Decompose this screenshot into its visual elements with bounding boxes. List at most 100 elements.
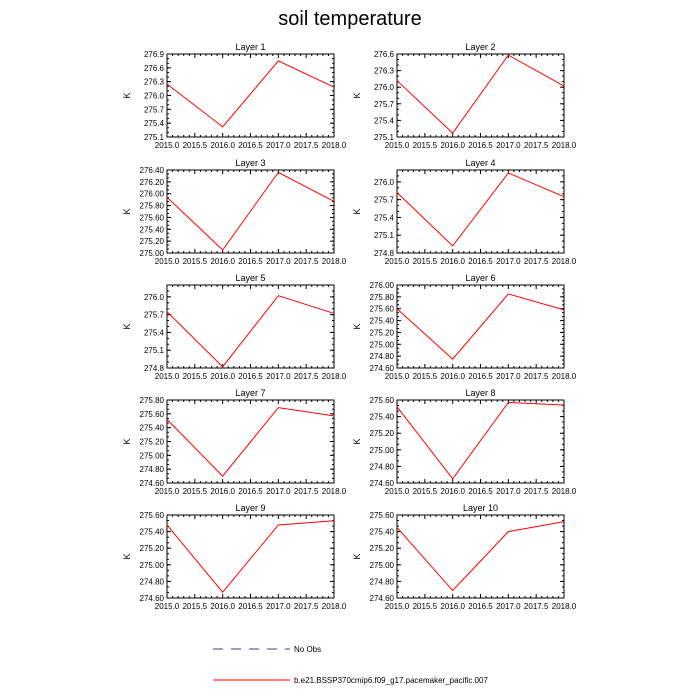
series-line	[166, 295, 335, 368]
y-axis-label: K	[122, 92, 132, 98]
x-tick-label: 2018.0	[552, 602, 577, 611]
y-tick-label: 274.60	[370, 364, 395, 373]
y-tick-label: 275.4	[144, 119, 165, 128]
y-tick-label: 275.60	[140, 410, 165, 419]
plot-frame	[166, 514, 335, 599]
y-tick-label: 275.40	[140, 225, 165, 234]
y-tick-label: 274.60	[370, 479, 395, 488]
x-tick-label: 2015.5	[413, 602, 438, 611]
x-tick-label: 2016.5	[468, 257, 493, 266]
x-tick-label: 2016.5	[238, 487, 263, 496]
x-tick-label: 2017.5	[524, 141, 549, 150]
x-tick-label: 2017.5	[524, 257, 549, 266]
x-tick-label: 2017.0	[266, 372, 291, 381]
panel-title: Layer 4	[465, 158, 495, 168]
y-tick-label: 275.80	[370, 293, 395, 302]
y-tick-label: 276.00	[140, 190, 165, 199]
y-tick-label: 275.20	[370, 429, 395, 438]
y-tick-label: 275.00	[140, 451, 165, 460]
x-tick-label: 2017.0	[266, 257, 291, 266]
y-tick-label: 275.20	[370, 544, 395, 553]
x-tick-label: 2017.5	[294, 487, 319, 496]
x-tick-label: 2017.5	[524, 372, 549, 381]
y-tick-label: 276.6	[374, 50, 395, 59]
panel-title: Layer 3	[235, 158, 265, 168]
series-line	[396, 401, 565, 480]
series-line	[166, 520, 335, 593]
x-tick-label: 2015.0	[155, 602, 180, 611]
y-tick-label: 276.00	[370, 281, 395, 290]
plot-frame	[396, 53, 565, 138]
y-tick-label: 275.1	[144, 346, 165, 355]
y-tick-label: 275.1	[374, 133, 395, 142]
x-tick-label: 2016.5	[238, 372, 263, 381]
x-tick-label: 2015.5	[413, 372, 438, 381]
legend-label-model: b.e21.BSSP370cmip6.f09_g17.pacemaker_pac…	[294, 676, 488, 685]
x-tick-label: 2017.0	[266, 141, 291, 150]
x-tick-label: 2015.5	[413, 487, 438, 496]
x-tick-label: 2016.0	[210, 602, 235, 611]
y-tick-label: 274.80	[140, 577, 165, 586]
x-tick-label: 2016.5	[238, 602, 263, 611]
panel-title: Layer 7	[235, 388, 265, 398]
y-axis-label: K	[352, 323, 362, 329]
series-line	[166, 171, 335, 251]
x-tick-label: 2016.5	[468, 487, 493, 496]
x-tick-label: 2016.0	[440, 372, 465, 381]
series-line	[396, 54, 565, 134]
x-tick-label: 2015.5	[183, 487, 208, 496]
x-tick-label: 2016.0	[210, 257, 235, 266]
y-tick-label: 275.00	[370, 561, 395, 570]
x-tick-label: 2016.0	[210, 141, 235, 150]
y-tick-label: 275.7	[374, 100, 395, 109]
x-tick-label: 2018.0	[552, 141, 577, 150]
legend-label-no-obs: No Obs	[294, 645, 321, 654]
y-tick-label: 274.60	[370, 594, 395, 603]
y-tick-label: 274.60	[140, 594, 165, 603]
x-tick-label: 2018.0	[552, 487, 577, 496]
y-axis-label: K	[352, 208, 362, 214]
y-tick-label: 275.1	[144, 133, 165, 142]
y-tick-label: 276.0	[144, 92, 165, 101]
y-axis-label: K	[122, 438, 132, 444]
x-tick-label: 2015.5	[183, 257, 208, 266]
y-tick-label: 274.80	[370, 577, 395, 586]
y-tick-label: 275.1	[374, 231, 395, 240]
x-tick-label: 2018.0	[552, 257, 577, 266]
x-tick-label: 2016.5	[238, 141, 263, 150]
x-tick-label: 2018.0	[552, 372, 577, 381]
y-tick-label: 275.60	[140, 511, 165, 520]
panel-title: Layer 9	[235, 503, 265, 513]
x-tick-label: 2015.5	[413, 257, 438, 266]
x-tick-label: 2018.0	[322, 602, 347, 611]
y-tick-label: 275.40	[370, 413, 395, 422]
y-tick-label: 275.7	[144, 311, 165, 320]
x-tick-label: 2016.0	[210, 372, 235, 381]
x-tick-label: 2015.5	[183, 602, 208, 611]
y-tick-label: 276.3	[374, 67, 395, 76]
legend: No Obs b.e21.BSSP370cmip6.f09_g17.pacemak…	[213, 645, 488, 685]
x-tick-label: 2016.0	[440, 141, 465, 150]
y-tick-label: 275.60	[370, 396, 395, 405]
x-tick-label: 2018.0	[322, 257, 347, 266]
x-tick-label: 2017.0	[266, 487, 291, 496]
y-tick-label: 274.8	[144, 364, 165, 373]
series-line	[166, 60, 335, 128]
x-tick-label: 2016.0	[440, 487, 465, 496]
x-tick-label: 2015.5	[183, 141, 208, 150]
x-tick-label: 2017.0	[496, 487, 521, 496]
x-tick-label: 2018.0	[322, 487, 347, 496]
y-tick-label: 275.80	[140, 396, 165, 405]
y-tick-label: 274.80	[370, 462, 395, 471]
x-tick-label: 2017.0	[496, 372, 521, 381]
panel-title: Layer 2	[465, 42, 495, 52]
x-tick-label: 2016.0	[440, 602, 465, 611]
y-tick-label: 275.40	[140, 528, 165, 537]
y-tick-label: 275.60	[370, 511, 395, 520]
